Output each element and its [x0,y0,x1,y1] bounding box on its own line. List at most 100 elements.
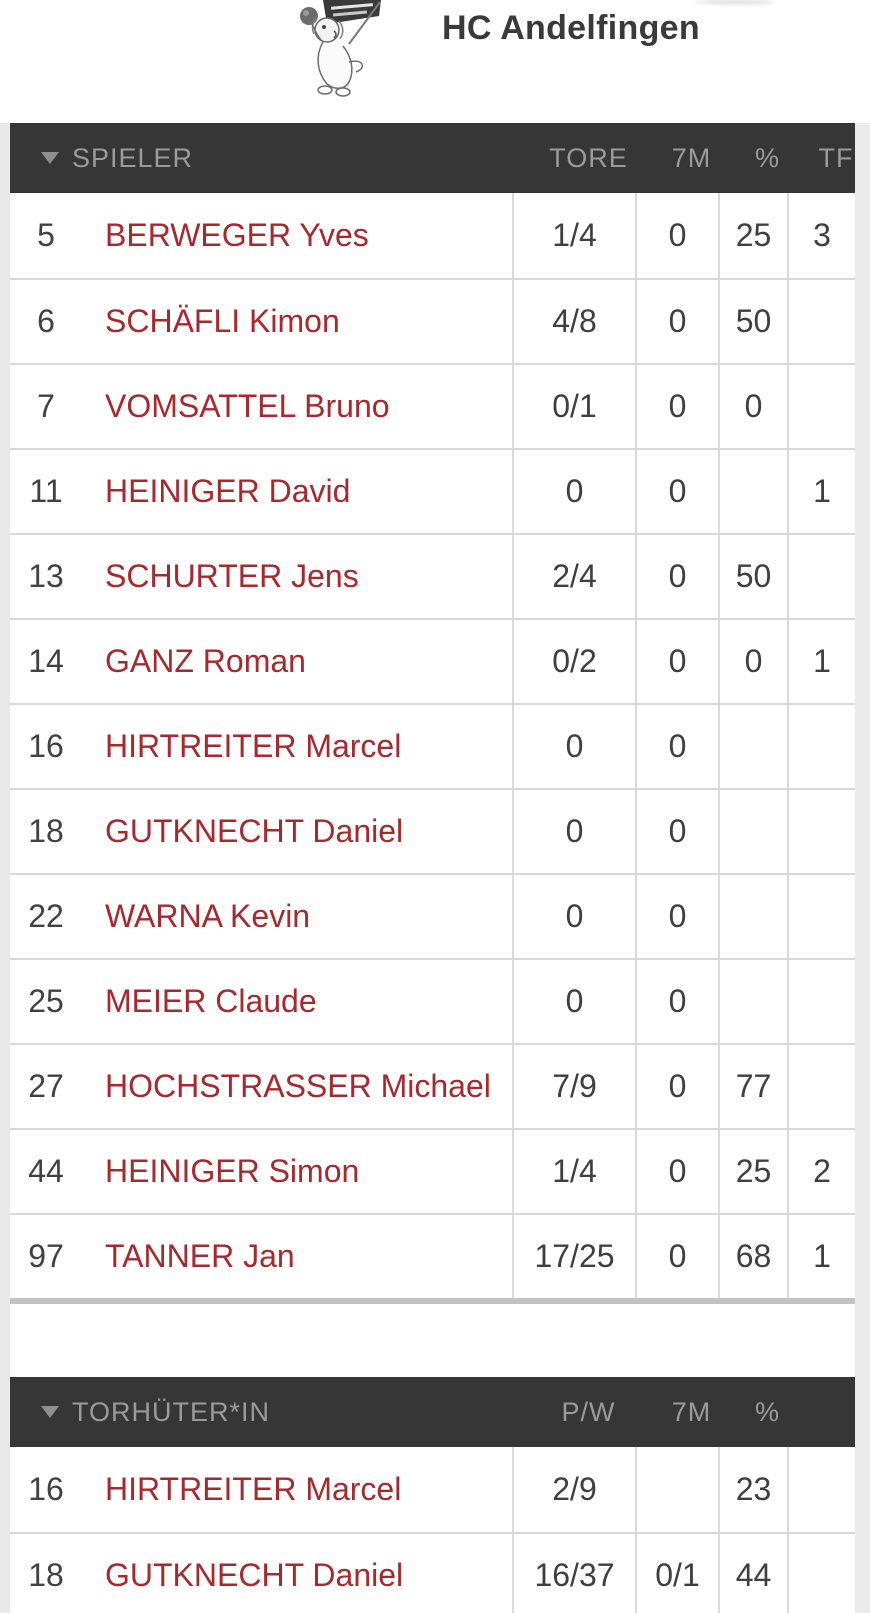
player-name: HEINIGER Simon [105,1153,360,1189]
stat-cell: 0 [635,280,718,363]
player-name: TANNER Jan [105,1238,295,1274]
stat-cell: 1 [787,620,855,703]
stat-cell: 0 [635,193,718,278]
column-header-tore[interactable]: TORE [549,142,628,173]
stat-cell [787,1534,855,1613]
stat-cell [787,705,855,788]
player-row[interactable]: 7 VOMSATTEL Bruno 0/1 0 0 [10,363,855,448]
team-header: HC Andelfingen [0,0,870,123]
stat-cell: 0/2 [512,620,635,703]
stat-cell: 1/4 [512,1130,635,1213]
player-number: 5 [37,217,55,253]
stat-cell: 0 [512,790,635,873]
stat-cell: 25 [718,193,787,278]
column-header-percent[interactable]: % [754,1396,780,1427]
player-row[interactable]: 14 GANZ Roman 0/2 0 0 1 [10,618,855,703]
stat-cell: 0/1 [635,1534,718,1613]
sort-column-header[interactable] [0,123,72,193]
player-number: 14 [28,643,64,679]
stat-cell: 0 [635,960,718,1043]
player-row[interactable]: 16 HIRTREITER Marcel 0 0 [10,703,855,788]
player-name: MEIER Claude [105,983,317,1019]
stat-cell [718,790,787,873]
stat-cell: 0 [718,620,787,703]
stat-cell: 2/4 [512,535,635,618]
stat-cell: 1/4 [512,193,635,278]
player-row[interactable]: 22 WARNA Kevin 0 0 [10,873,855,958]
goalkeepers-table-header: TORHÜTER*IN P/W 7M % [0,1377,870,1447]
stat-cell: 0 [512,960,635,1043]
column-header-percent[interactable]: % [754,142,780,173]
player-number: 11 [29,473,63,509]
player-row[interactable]: 11 HEINIGER David 0 0 1 [10,448,855,533]
player-name: SCHURTER Jens [105,558,359,594]
stat-cell [718,705,787,788]
player-name: WARNA Kevin [105,898,311,934]
sort-column-header[interactable] [0,1377,72,1447]
stat-cell: 1 [787,1215,855,1298]
player-name: GANZ Roman [105,643,306,679]
stat-cell [787,875,855,958]
goalkeepers-table-body: 16 HIRTREITER Marcel 2/9 23 18 GUTKNECHT… [10,1447,855,1613]
right-gutter [855,0,870,1613]
stat-cell [787,280,855,363]
stat-cell [787,960,855,1043]
player-number: 25 [28,983,64,1019]
stat-cell: 2/9 [512,1447,635,1532]
stat-cell [635,1447,718,1532]
player-number: 7 [37,388,55,424]
stat-cell [718,875,787,958]
goalkeeper-row[interactable]: 18 GUTKNECHT Daniel 16/37 0/1 44 [10,1532,855,1613]
stat-cell: 23 [718,1447,787,1532]
stat-cell: 3 [787,193,855,278]
column-header-7m[interactable]: 7M [671,142,712,173]
player-row[interactable]: 97 TANNER Jan 17/25 0 68 1 [10,1213,855,1298]
player-number: 27 [28,1068,64,1104]
player-name: HIRTREITER Marcel [105,1471,402,1507]
goalkeeper-row[interactable]: 16 HIRTREITER Marcel 2/9 23 [10,1447,855,1532]
player-name: SCHÄFLI Kimon [105,303,340,339]
player-row[interactable]: 25 MEIER Claude 0 0 [10,958,855,1043]
column-header-7m[interactable]: 7M [671,1396,712,1427]
player-row[interactable]: 13 SCHURTER Jens 2/4 0 50 [10,533,855,618]
player-row[interactable]: 6 SCHÄFLI Kimon 4/8 0 50 [10,278,855,363]
stat-cell: 50 [718,280,787,363]
player-number: 6 [37,303,55,339]
player-name: HEINIGER David [105,473,351,509]
stat-cell [787,1045,855,1128]
stat-cell: 25 [718,1130,787,1213]
stat-cell: 2 [787,1130,855,1213]
team-mascot-logo-icon [300,0,381,97]
player-row[interactable]: 44 HEINIGER Simon 1/4 0 25 2 [10,1128,855,1213]
player-name: HIRTREITER Marcel [105,728,402,764]
stat-cell: 16/37 [512,1534,635,1613]
player-name: VOMSATTEL Bruno [105,388,390,424]
stat-cell: 4/8 [512,280,635,363]
player-name: GUTKNECHT Daniel [105,1557,404,1593]
player-name: BERWEGER Yves [105,217,369,253]
stat-cell: 0 [635,1215,718,1298]
stat-cell: 0 [718,365,787,448]
stat-cell: 0 [635,790,718,873]
player-row[interactable]: 27 HOCHSTRASSER Michael 7/9 0 77 [10,1043,855,1128]
player-number: 16 [28,728,64,764]
section-gap [0,1304,870,1377]
column-header-spieler[interactable]: SPIELER [72,142,194,173]
goalkeepers-table: TORHÜTER*IN P/W 7M % 16 HIRTREITER Marce… [0,1377,870,1613]
stat-cell: 0 [635,1130,718,1213]
stat-cell: 44 [718,1534,787,1613]
column-header-tf[interactable]: TF [818,142,854,173]
photo-edge-artifact [695,0,775,4]
column-header-pw[interactable]: P/W [561,1396,616,1427]
player-number: 97 [28,1238,64,1274]
player-row[interactable]: 18 GUTKNECHT Daniel 0 0 [10,788,855,873]
stat-cell: 0 [635,705,718,788]
column-header-torhueterin[interactable]: TORHÜTER*IN [72,1396,271,1427]
stat-cell [787,535,855,618]
player-number: 18 [28,1557,64,1593]
stat-cell: 0 [635,450,718,533]
player-row[interactable]: 5 BERWEGER Yves 1/4 0 25 3 [10,193,855,278]
stat-cell: 0 [635,535,718,618]
players-table-header: SPIELER TORE 7M % TF [0,123,870,193]
stat-cell: 0 [635,365,718,448]
